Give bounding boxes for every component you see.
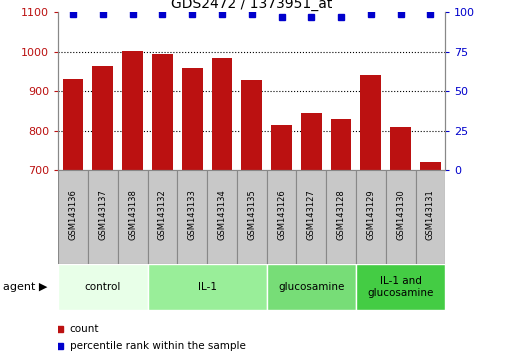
Text: IL-1: IL-1 xyxy=(197,282,216,292)
Bar xyxy=(355,170,385,264)
Text: GSM143130: GSM143130 xyxy=(395,190,405,240)
Bar xyxy=(330,119,351,170)
Text: GSM143138: GSM143138 xyxy=(128,189,137,240)
Bar xyxy=(385,170,415,264)
Bar xyxy=(415,170,444,264)
Bar xyxy=(241,80,262,170)
Bar xyxy=(389,127,410,170)
Bar xyxy=(211,58,232,170)
Bar xyxy=(296,170,326,264)
Text: GSM143133: GSM143133 xyxy=(187,189,196,240)
Bar xyxy=(147,264,266,310)
Bar xyxy=(266,170,296,264)
Bar xyxy=(63,79,83,170)
Bar xyxy=(207,170,236,264)
Text: GSM143131: GSM143131 xyxy=(425,190,434,240)
Text: GSM143135: GSM143135 xyxy=(247,190,256,240)
Text: GSM143134: GSM143134 xyxy=(217,190,226,240)
Text: GSM143126: GSM143126 xyxy=(276,190,285,240)
Bar xyxy=(122,51,143,170)
Bar xyxy=(147,170,177,264)
Bar xyxy=(271,125,291,170)
Bar xyxy=(419,162,440,170)
Text: GSM143128: GSM143128 xyxy=(336,190,345,240)
Text: GSM143136: GSM143136 xyxy=(69,189,77,240)
Title: GDS2472 / 1373951_at: GDS2472 / 1373951_at xyxy=(171,0,332,11)
Text: GSM143132: GSM143132 xyxy=(158,190,167,240)
Bar xyxy=(300,113,321,170)
Bar xyxy=(355,264,444,310)
Bar xyxy=(181,68,202,170)
Text: agent ▶: agent ▶ xyxy=(3,282,47,292)
Bar xyxy=(326,170,355,264)
Text: GSM143127: GSM143127 xyxy=(306,190,315,240)
Bar xyxy=(152,54,173,170)
Bar xyxy=(92,65,113,170)
Text: percentile rank within the sample: percentile rank within the sample xyxy=(70,341,245,351)
Bar xyxy=(88,170,118,264)
Bar xyxy=(118,170,147,264)
Bar xyxy=(236,170,266,264)
Bar xyxy=(360,75,380,170)
Bar xyxy=(58,264,147,310)
Bar xyxy=(177,170,207,264)
Text: glucosamine: glucosamine xyxy=(278,282,344,292)
Text: count: count xyxy=(70,324,99,333)
Bar xyxy=(58,170,88,264)
Bar xyxy=(266,264,355,310)
Text: GSM143129: GSM143129 xyxy=(366,190,375,240)
Text: control: control xyxy=(84,282,121,292)
Text: IL-1 and
glucosamine: IL-1 and glucosamine xyxy=(367,276,433,298)
Text: GSM143137: GSM143137 xyxy=(98,189,107,240)
